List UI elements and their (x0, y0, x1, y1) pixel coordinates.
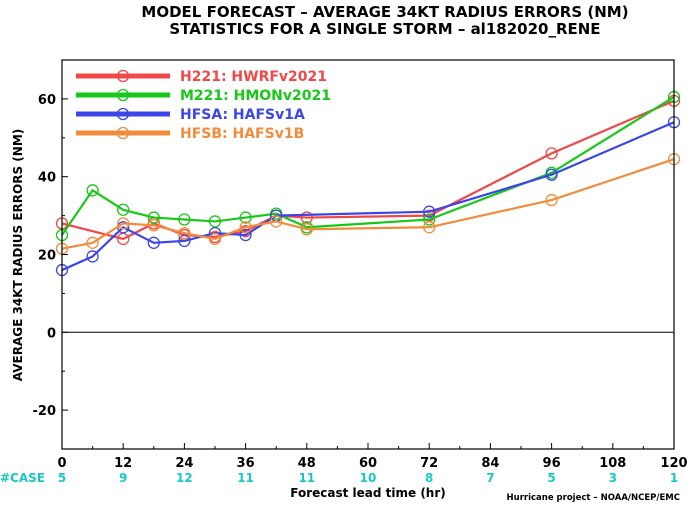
series-line (61, 99, 675, 241)
y-tick-label: 60 (38, 93, 56, 108)
case-count: 11 (298, 471, 315, 485)
data-point (239, 228, 252, 242)
case-count: 7 (486, 471, 494, 485)
case-count: 9 (119, 471, 127, 485)
data-point (300, 211, 313, 224)
case-count: 5 (58, 471, 66, 485)
x-tick-label: 120 (660, 456, 687, 471)
x-tick-label: 12 (114, 456, 132, 471)
x-tick-label: 24 (175, 456, 193, 471)
data-point (423, 213, 436, 226)
data-point (423, 209, 436, 222)
series-line (61, 158, 675, 250)
case-count: 1 (670, 471, 678, 485)
data-point (147, 236, 160, 249)
legend-marker (116, 107, 130, 121)
data-point (86, 250, 99, 263)
legend-marker (116, 69, 130, 83)
case-count: 3 (609, 471, 617, 485)
x-tick-label: 96 (543, 456, 561, 471)
data-point (178, 213, 191, 226)
x-tick-label: 108 (599, 456, 626, 471)
data-point (545, 168, 558, 181)
x-tick-label: 84 (481, 456, 499, 471)
data-point (178, 226, 191, 240)
y-tick-label: 20 (38, 249, 56, 264)
case-label: #CASE (0, 471, 45, 485)
y-tick-label: 40 (38, 171, 56, 186)
case-count: 11 (237, 471, 254, 485)
legend-marker (116, 126, 130, 140)
x-tick-label: 0 (57, 456, 66, 471)
x-tick-label: 72 (420, 456, 438, 471)
chart-title-line2: STATISTICS FOR A SINGLE STORM – al182020… (169, 20, 600, 38)
data-point (423, 205, 436, 218)
data-point (117, 203, 130, 216)
data-point (86, 184, 99, 197)
data-point (270, 215, 283, 228)
credit-text: Hurricane project – NOAA/NCEP/EMC (507, 493, 680, 503)
data-point (147, 219, 160, 232)
data-point (300, 223, 313, 236)
x-tick-label: 60 (359, 456, 377, 471)
data-point (117, 232, 130, 246)
legend-label: HFSA: HAFSv1A (180, 107, 305, 123)
y-tick-label: -20 (33, 404, 57, 419)
y-axis-label: AVERAGE 34KT RADIUS ERRORS (NM) (11, 129, 25, 381)
case-count: 8 (425, 471, 433, 485)
plot-frame (61, 59, 675, 450)
case-count: 12 (176, 471, 193, 485)
data-point (147, 211, 160, 224)
chart-title-line1: MODEL FORECAST – AVERAGE 34KT RADIUS ERR… (141, 3, 628, 21)
legend-label: M221: HMONv2021 (180, 88, 331, 104)
data-point (208, 215, 222, 228)
data-point (545, 193, 558, 207)
data-point (178, 234, 191, 248)
data-point (208, 232, 222, 246)
data-point (545, 147, 558, 160)
legend-label: HFSB: HAFSv1B (180, 126, 304, 142)
data-point (239, 221, 252, 234)
case-count: 5 (547, 471, 555, 485)
case-count: 10 (360, 471, 377, 485)
x-tick-label: 36 (237, 456, 255, 471)
data-point (86, 236, 99, 249)
legend-marker (116, 88, 130, 102)
legend-label: H221: HWRFv2021 (180, 69, 327, 85)
data-point (117, 217, 130, 230)
data-point (239, 211, 252, 224)
y-tick-label: 0 (47, 326, 56, 341)
data-point (423, 221, 436, 234)
x-axis-label: Forecast lead time (hr) (290, 486, 446, 500)
x-tick-label: 48 (298, 456, 316, 471)
